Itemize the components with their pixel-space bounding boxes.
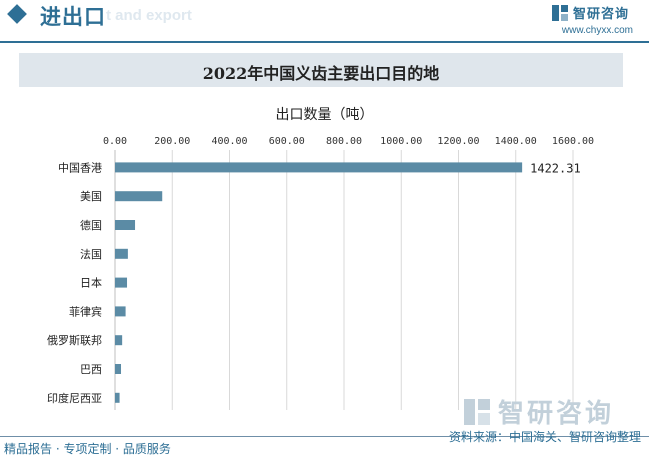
- header: t and export 进出口 智研咨询 www.chyxx.com: [0, 0, 649, 44]
- category-label: 菲律宾: [69, 304, 102, 318]
- category-label: 俄罗斯联邦: [47, 334, 102, 347]
- category-label: 中国香港: [58, 161, 102, 174]
- bar: [115, 335, 123, 346]
- watermark-logo-icon: [464, 398, 490, 425]
- x-tick-label: 1000.00: [380, 136, 422, 147]
- bar: [115, 306, 126, 317]
- bar: [115, 220, 136, 230]
- footer-divider: [0, 436, 649, 437]
- x-tick-label: 200.00: [154, 136, 190, 147]
- bar: [115, 392, 120, 403]
- axis-title: 出口数量（吨）: [275, 107, 374, 123]
- category-label: 法国: [80, 247, 102, 261]
- bar: [115, 162, 523, 173]
- category-label: 美国: [80, 190, 102, 203]
- watermark-text: 智研咨询: [498, 399, 615, 429]
- section-subtitle: t and export: [106, 7, 192, 24]
- category-label: 日本: [80, 276, 102, 290]
- footer-slogan: 精品报告 · 专项定制 · 品质服务: [4, 442, 171, 456]
- x-tick-label: 400.00: [211, 136, 247, 147]
- chart-title: 2022年中国义齿主要出口目的地: [202, 64, 440, 83]
- bar: [115, 277, 128, 288]
- brand-logo-icon: [551, 4, 568, 21]
- bar: [115, 248, 128, 259]
- brand: 智研咨询: [551, 3, 629, 22]
- x-tick-label: 1600.00: [552, 136, 594, 147]
- data-label: 1422.31: [530, 161, 581, 175]
- x-tick-label: 800.00: [326, 136, 362, 147]
- watermark: 智研咨询: [462, 393, 614, 430]
- brand-url: www.chyxx.com: [561, 25, 633, 36]
- x-tick-label: 1400.00: [495, 136, 537, 147]
- category-label: 印度尼西亚: [47, 391, 102, 405]
- category-label: 巴西: [80, 363, 102, 376]
- x-tick-label: 600.00: [269, 136, 305, 147]
- bar: [115, 191, 163, 202]
- footer-source: 资料来源：中国海关、智研咨询整理: [448, 430, 641, 444]
- brand-name: 智研咨询: [572, 7, 629, 22]
- chart-title-bar: 2022年中国义齿主要出口目的地: [19, 53, 623, 87]
- category-label: 德国: [80, 218, 102, 232]
- x-tick-label: 0.00: [103, 136, 127, 147]
- header-divider: [0, 41, 649, 43]
- section-title: 进出口: [40, 5, 106, 29]
- bar: [115, 364, 122, 374]
- x-tick-label: 1200.00: [437, 136, 479, 147]
